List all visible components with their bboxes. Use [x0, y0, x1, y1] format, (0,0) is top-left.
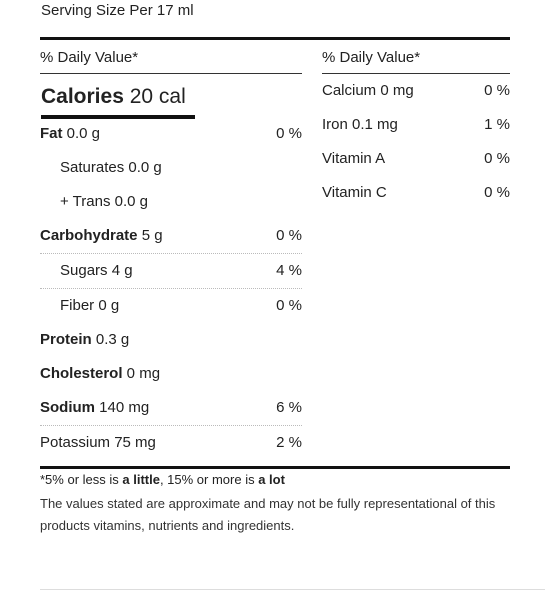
nutrient-label: Sodium [40, 399, 95, 416]
bottom-rule [40, 466, 510, 469]
footnote-little: a little [122, 472, 160, 487]
nutrient-row-potassium: Potassium 75 mg 2 % [40, 425, 302, 460]
vitamin-percent: 1 % [484, 116, 510, 133]
nutrient-amount: 0.3 g [91, 331, 130, 348]
nutrient-row-cholesterol: Cholesterol 0 mg [40, 357, 302, 391]
calories-row: Calories 20 cal [40, 74, 302, 119]
nutrient-percent: 6 % [276, 399, 302, 416]
nutrient-name: Saturates 0.0 g [60, 159, 162, 176]
nutrient-percent: 0 % [276, 297, 302, 314]
nutrient-percent: 2 % [276, 434, 302, 451]
nutrient-row-fat: Fat 0.0 g 0 % [40, 117, 302, 151]
calories: Calories 20 cal [41, 85, 186, 109]
nutrient-name: + Trans 0.0 g [60, 193, 148, 210]
nutrient-row-trans: + Trans 0.0 g [40, 185, 302, 219]
nutrient-amount: 5 g [137, 227, 163, 244]
nutrient-label: Carbohydrate [40, 227, 138, 244]
vitamin-percent: 0 % [484, 82, 510, 99]
left-column: % Daily Value* Calories 20 cal Fat 0.0 g… [40, 42, 302, 460]
calories-label: Calories [41, 85, 124, 108]
nutrient-label: Protein [40, 331, 92, 348]
nutrient-name: Carbohydrate 5 g [40, 227, 163, 244]
nutrient-percent: 0 % [276, 125, 302, 142]
right-column: % Daily Value* Calcium 0 mg 0 % Iron 0.1… [322, 42, 510, 210]
nutrient-percent: 0 % [276, 227, 302, 244]
vitamin-percent: 0 % [484, 184, 510, 201]
nutrient-percent: 4 % [276, 262, 302, 279]
nutrient-amount: 0 mg [122, 365, 161, 382]
nutrient-row-fiber: Fiber 0 g 0 % [40, 288, 302, 323]
vitamin-row-calcium: Calcium 0 mg 0 % [322, 74, 510, 108]
nutrient-amount: 0.0 g [62, 125, 101, 142]
nutrient-amount: 140 mg [95, 399, 150, 416]
nutrient-name: Potassium 75 mg [40, 434, 156, 451]
nutrient-name: Sugars 4 g [60, 262, 133, 279]
footnote-lot: a lot [258, 472, 285, 487]
vitamin-row-vitamin-c: Vitamin C 0 % [322, 176, 510, 210]
nutrient-row-carbohydrate: Carbohydrate 5 g 0 % [40, 219, 302, 253]
daily-value-footnote: *5% or less is a little, 15% or more is … [40, 471, 285, 488]
nutrient-row-saturates: Saturates 0.0 g [40, 151, 302, 185]
nutrient-label: Fat [40, 125, 63, 142]
vitamin-percent: 0 % [484, 150, 510, 167]
vitamin-row-vitamin-a: Vitamin A 0 % [322, 142, 510, 176]
nutrient-name: Sodium 140 mg [40, 399, 149, 416]
vitamin-row-iron: Iron 0.1 mg 1 % [322, 108, 510, 142]
left-daily-value-header: % Daily Value* [40, 42, 302, 74]
top-rule [40, 37, 510, 40]
nutrient-name: Protein 0.3 g [40, 331, 129, 348]
nutrient-name: Fat 0.0 g [40, 125, 100, 142]
calories-value: 20 cal [123, 85, 186, 108]
footnote-middle: , 15% or more is [159, 472, 259, 487]
serving-size: Serving Size Per 17 ml [41, 2, 194, 19]
vitamin-name: Iron 0.1 mg [322, 116, 398, 133]
nutrient-row-sugars: Sugars 4 g 4 % [40, 253, 302, 288]
nutrient-label: Cholesterol [40, 365, 123, 382]
page-divider [40, 589, 545, 590]
calories-underline [41, 115, 195, 119]
disclaimer-text: The values stated are approximate and ma… [40, 496, 496, 533]
nutrient-name: Cholesterol 0 mg [40, 365, 160, 382]
nutrient-row-protein: Protein 0.3 g [40, 323, 302, 357]
nutrient-name: Fiber 0 g [60, 297, 120, 314]
footnote-prefix: *5% or less is [40, 472, 123, 487]
right-daily-value-header: % Daily Value* [322, 42, 510, 74]
vitamin-name: Vitamin A [322, 150, 386, 167]
vitamin-name: Vitamin C [322, 184, 387, 201]
vitamin-name: Calcium 0 mg [322, 82, 414, 99]
nutrient-row-sodium: Sodium 140 mg 6 % [40, 391, 302, 425]
